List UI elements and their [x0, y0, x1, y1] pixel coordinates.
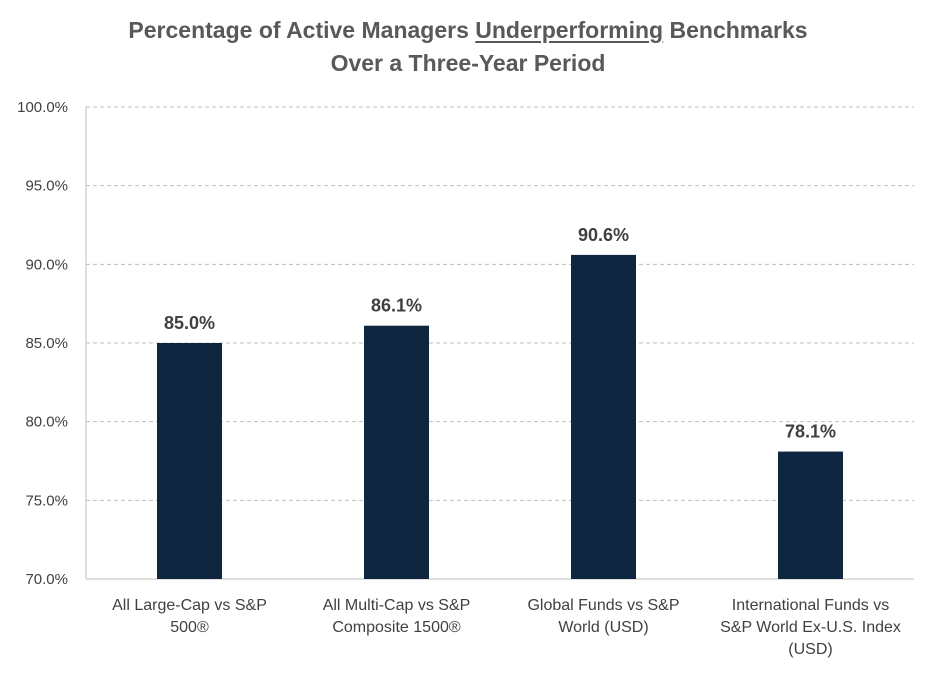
data-label: 78.1%	[785, 422, 836, 442]
x-tick-label: (USD)	[788, 641, 832, 658]
data-label: 90.6%	[578, 225, 629, 245]
x-tick-label: 500®	[170, 619, 209, 636]
data-label: 85.0%	[164, 313, 215, 333]
y-tick-label: 70.0%	[25, 571, 68, 588]
x-tick-label: Global Funds vs S&P	[527, 597, 679, 614]
x-tick-label: All Multi-Cap vs S&P	[323, 597, 471, 614]
y-tick-label: 80.0%	[25, 414, 68, 431]
y-tick-label: 95.0%	[25, 178, 68, 195]
y-tick-label: 75.0%	[25, 492, 68, 509]
bar	[571, 255, 636, 579]
bar-chart: 70.0% 75.0% 80.0% 85.0% 90.0% 95.0% 100.0% 85.0…	[0, 0, 936, 680]
x-tick-label: World (USD)	[558, 619, 648, 636]
x-tick-label: International Funds vs	[732, 597, 889, 614]
x-tick-label: Composite 1500®	[332, 619, 461, 636]
y-tick-label: 85.0%	[25, 335, 68, 352]
bar	[157, 343, 222, 579]
data-label: 86.1%	[371, 296, 422, 316]
bar	[364, 326, 429, 579]
x-tick-label: All Large-Cap vs S&P	[112, 597, 267, 614]
y-tick-label: 90.0%	[25, 256, 68, 273]
y-tick-label: 100.0%	[17, 99, 68, 116]
bar	[778, 452, 843, 579]
x-tick-label: S&P World Ex-U.S. Index	[720, 619, 901, 636]
